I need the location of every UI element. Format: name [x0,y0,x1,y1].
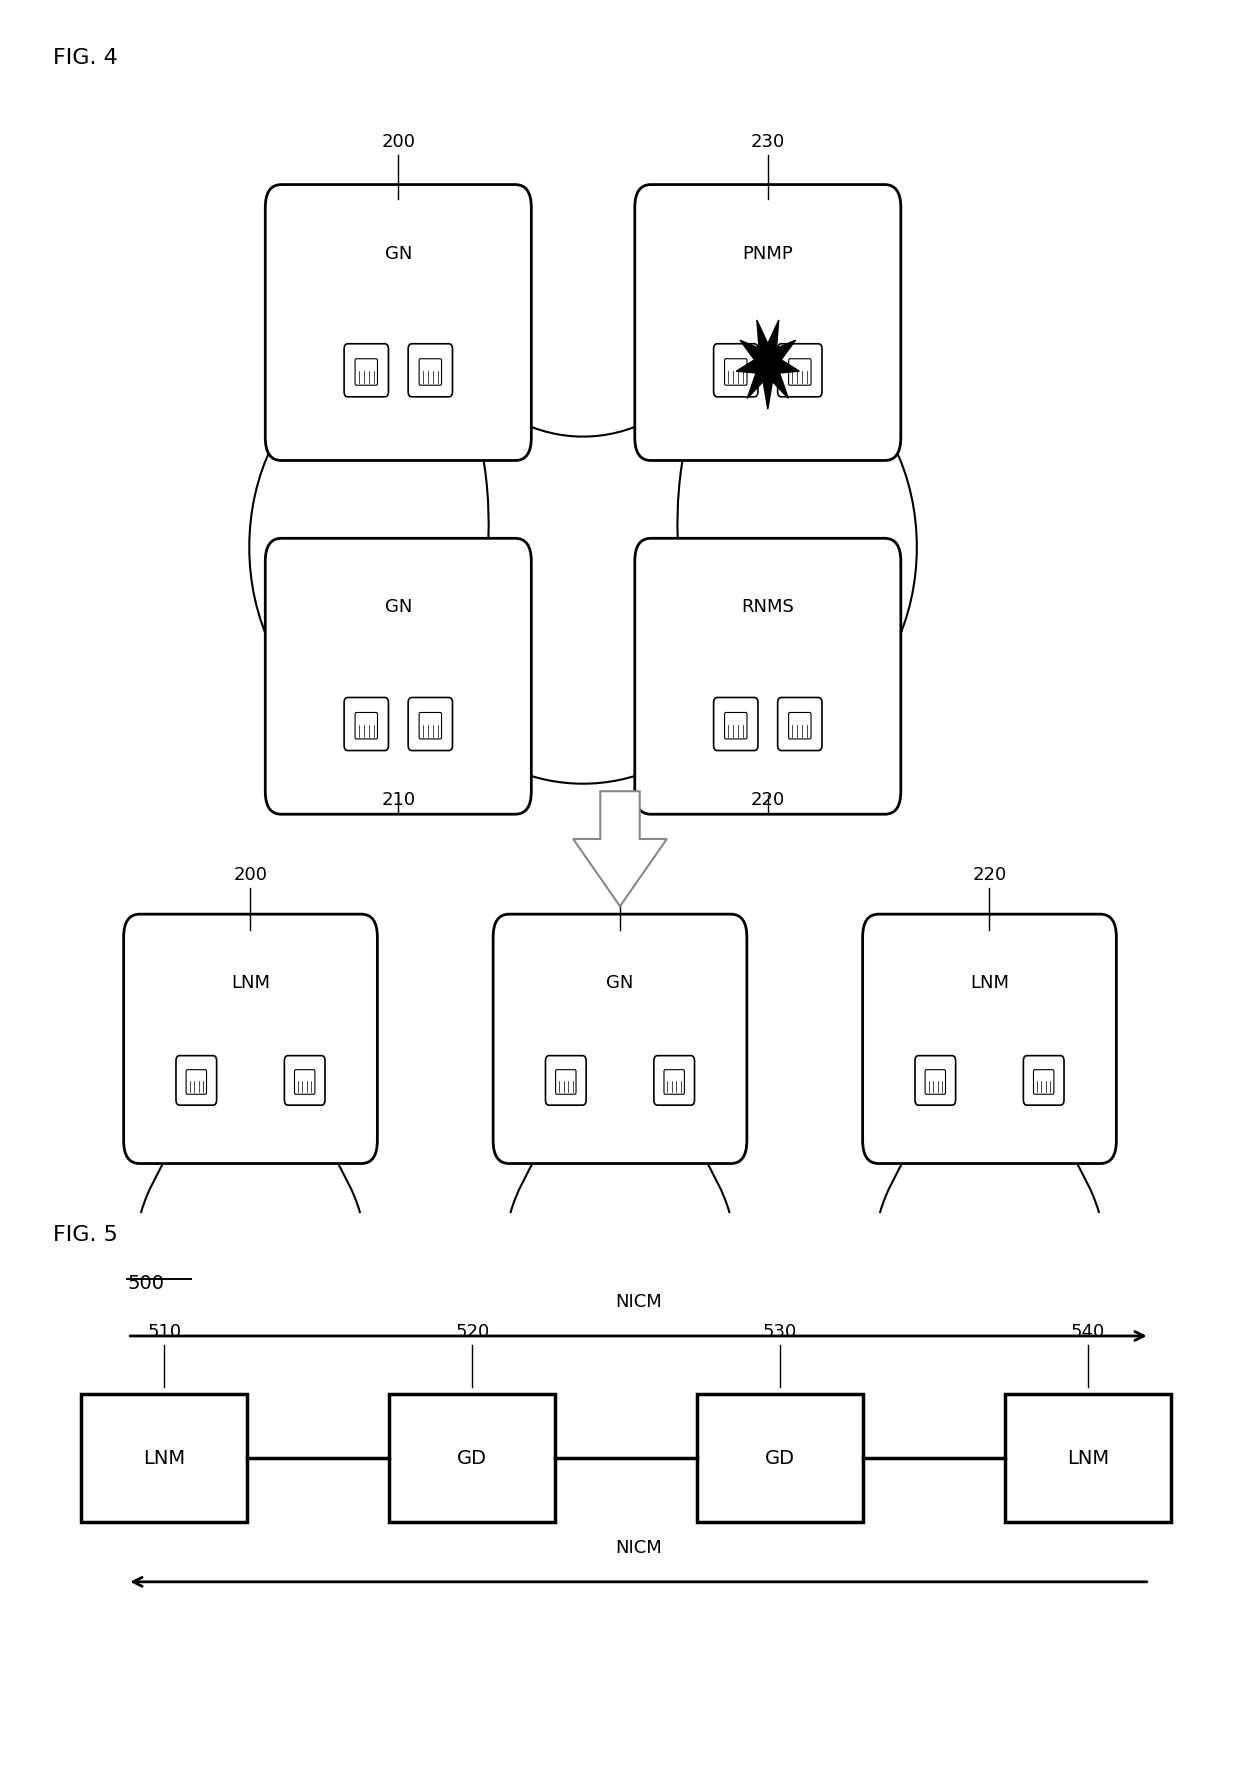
FancyBboxPatch shape [408,698,453,750]
Text: 210: 210 [381,791,415,809]
Text: 520: 520 [455,1324,490,1342]
Text: RNMS: RNMS [742,599,795,617]
Text: LNM: LNM [970,974,1009,992]
Text: GN: GN [384,599,412,617]
FancyBboxPatch shape [345,698,388,750]
FancyBboxPatch shape [863,913,1116,1164]
Text: NICM: NICM [615,1539,662,1557]
FancyBboxPatch shape [284,1056,325,1105]
Text: NICM: NICM [615,1294,662,1311]
Text: FIG. 4: FIG. 4 [53,48,118,68]
Text: FIG. 5: FIG. 5 [53,1224,118,1244]
FancyBboxPatch shape [419,359,441,386]
FancyBboxPatch shape [915,1056,956,1105]
Text: 230: 230 [750,133,785,151]
Text: GN: GN [606,974,634,992]
FancyBboxPatch shape [724,713,746,739]
Text: LNM: LNM [144,1448,185,1468]
FancyBboxPatch shape [556,1070,577,1095]
FancyBboxPatch shape [345,343,388,396]
Text: 510: 510 [148,1324,181,1342]
Bar [697,1395,863,1521]
Bar [1004,1395,1171,1521]
FancyBboxPatch shape [294,1070,315,1095]
FancyBboxPatch shape [355,713,377,739]
Text: 200: 200 [233,865,268,885]
FancyBboxPatch shape [724,359,746,386]
FancyBboxPatch shape [494,913,746,1164]
Polygon shape [737,320,800,409]
FancyBboxPatch shape [653,1056,694,1105]
FancyBboxPatch shape [663,1070,684,1095]
FancyBboxPatch shape [635,538,900,814]
Text: 210: 210 [603,865,637,885]
FancyBboxPatch shape [186,1070,207,1095]
Text: 500: 500 [128,1274,165,1294]
Text: 540: 540 [1071,1324,1105,1342]
Text: GD: GD [765,1448,795,1468]
Text: GN: GN [384,245,412,263]
FancyBboxPatch shape [1033,1070,1054,1095]
FancyBboxPatch shape [925,1070,946,1095]
FancyBboxPatch shape [265,538,531,814]
FancyBboxPatch shape [777,698,822,750]
FancyBboxPatch shape [789,713,811,739]
FancyBboxPatch shape [713,343,758,396]
Text: PNMP: PNMP [743,245,794,263]
Text: 200: 200 [381,133,415,151]
FancyBboxPatch shape [124,913,377,1164]
FancyBboxPatch shape [789,359,811,386]
Bar [389,1395,556,1521]
Text: LNM: LNM [1066,1448,1109,1468]
FancyBboxPatch shape [635,185,900,460]
FancyBboxPatch shape [176,1056,217,1105]
FancyBboxPatch shape [419,713,441,739]
Text: 220: 220 [972,865,1007,885]
Text: GD: GD [458,1448,487,1468]
FancyBboxPatch shape [1023,1056,1064,1105]
FancyBboxPatch shape [408,343,453,396]
FancyBboxPatch shape [355,359,377,386]
Text: LNM: LNM [231,974,270,992]
Bar [81,1395,248,1521]
Text: 220: 220 [750,791,785,809]
FancyBboxPatch shape [777,343,822,396]
FancyBboxPatch shape [713,698,758,750]
Text: 530: 530 [763,1324,797,1342]
Polygon shape [573,791,667,906]
FancyBboxPatch shape [546,1056,587,1105]
FancyBboxPatch shape [265,185,531,460]
